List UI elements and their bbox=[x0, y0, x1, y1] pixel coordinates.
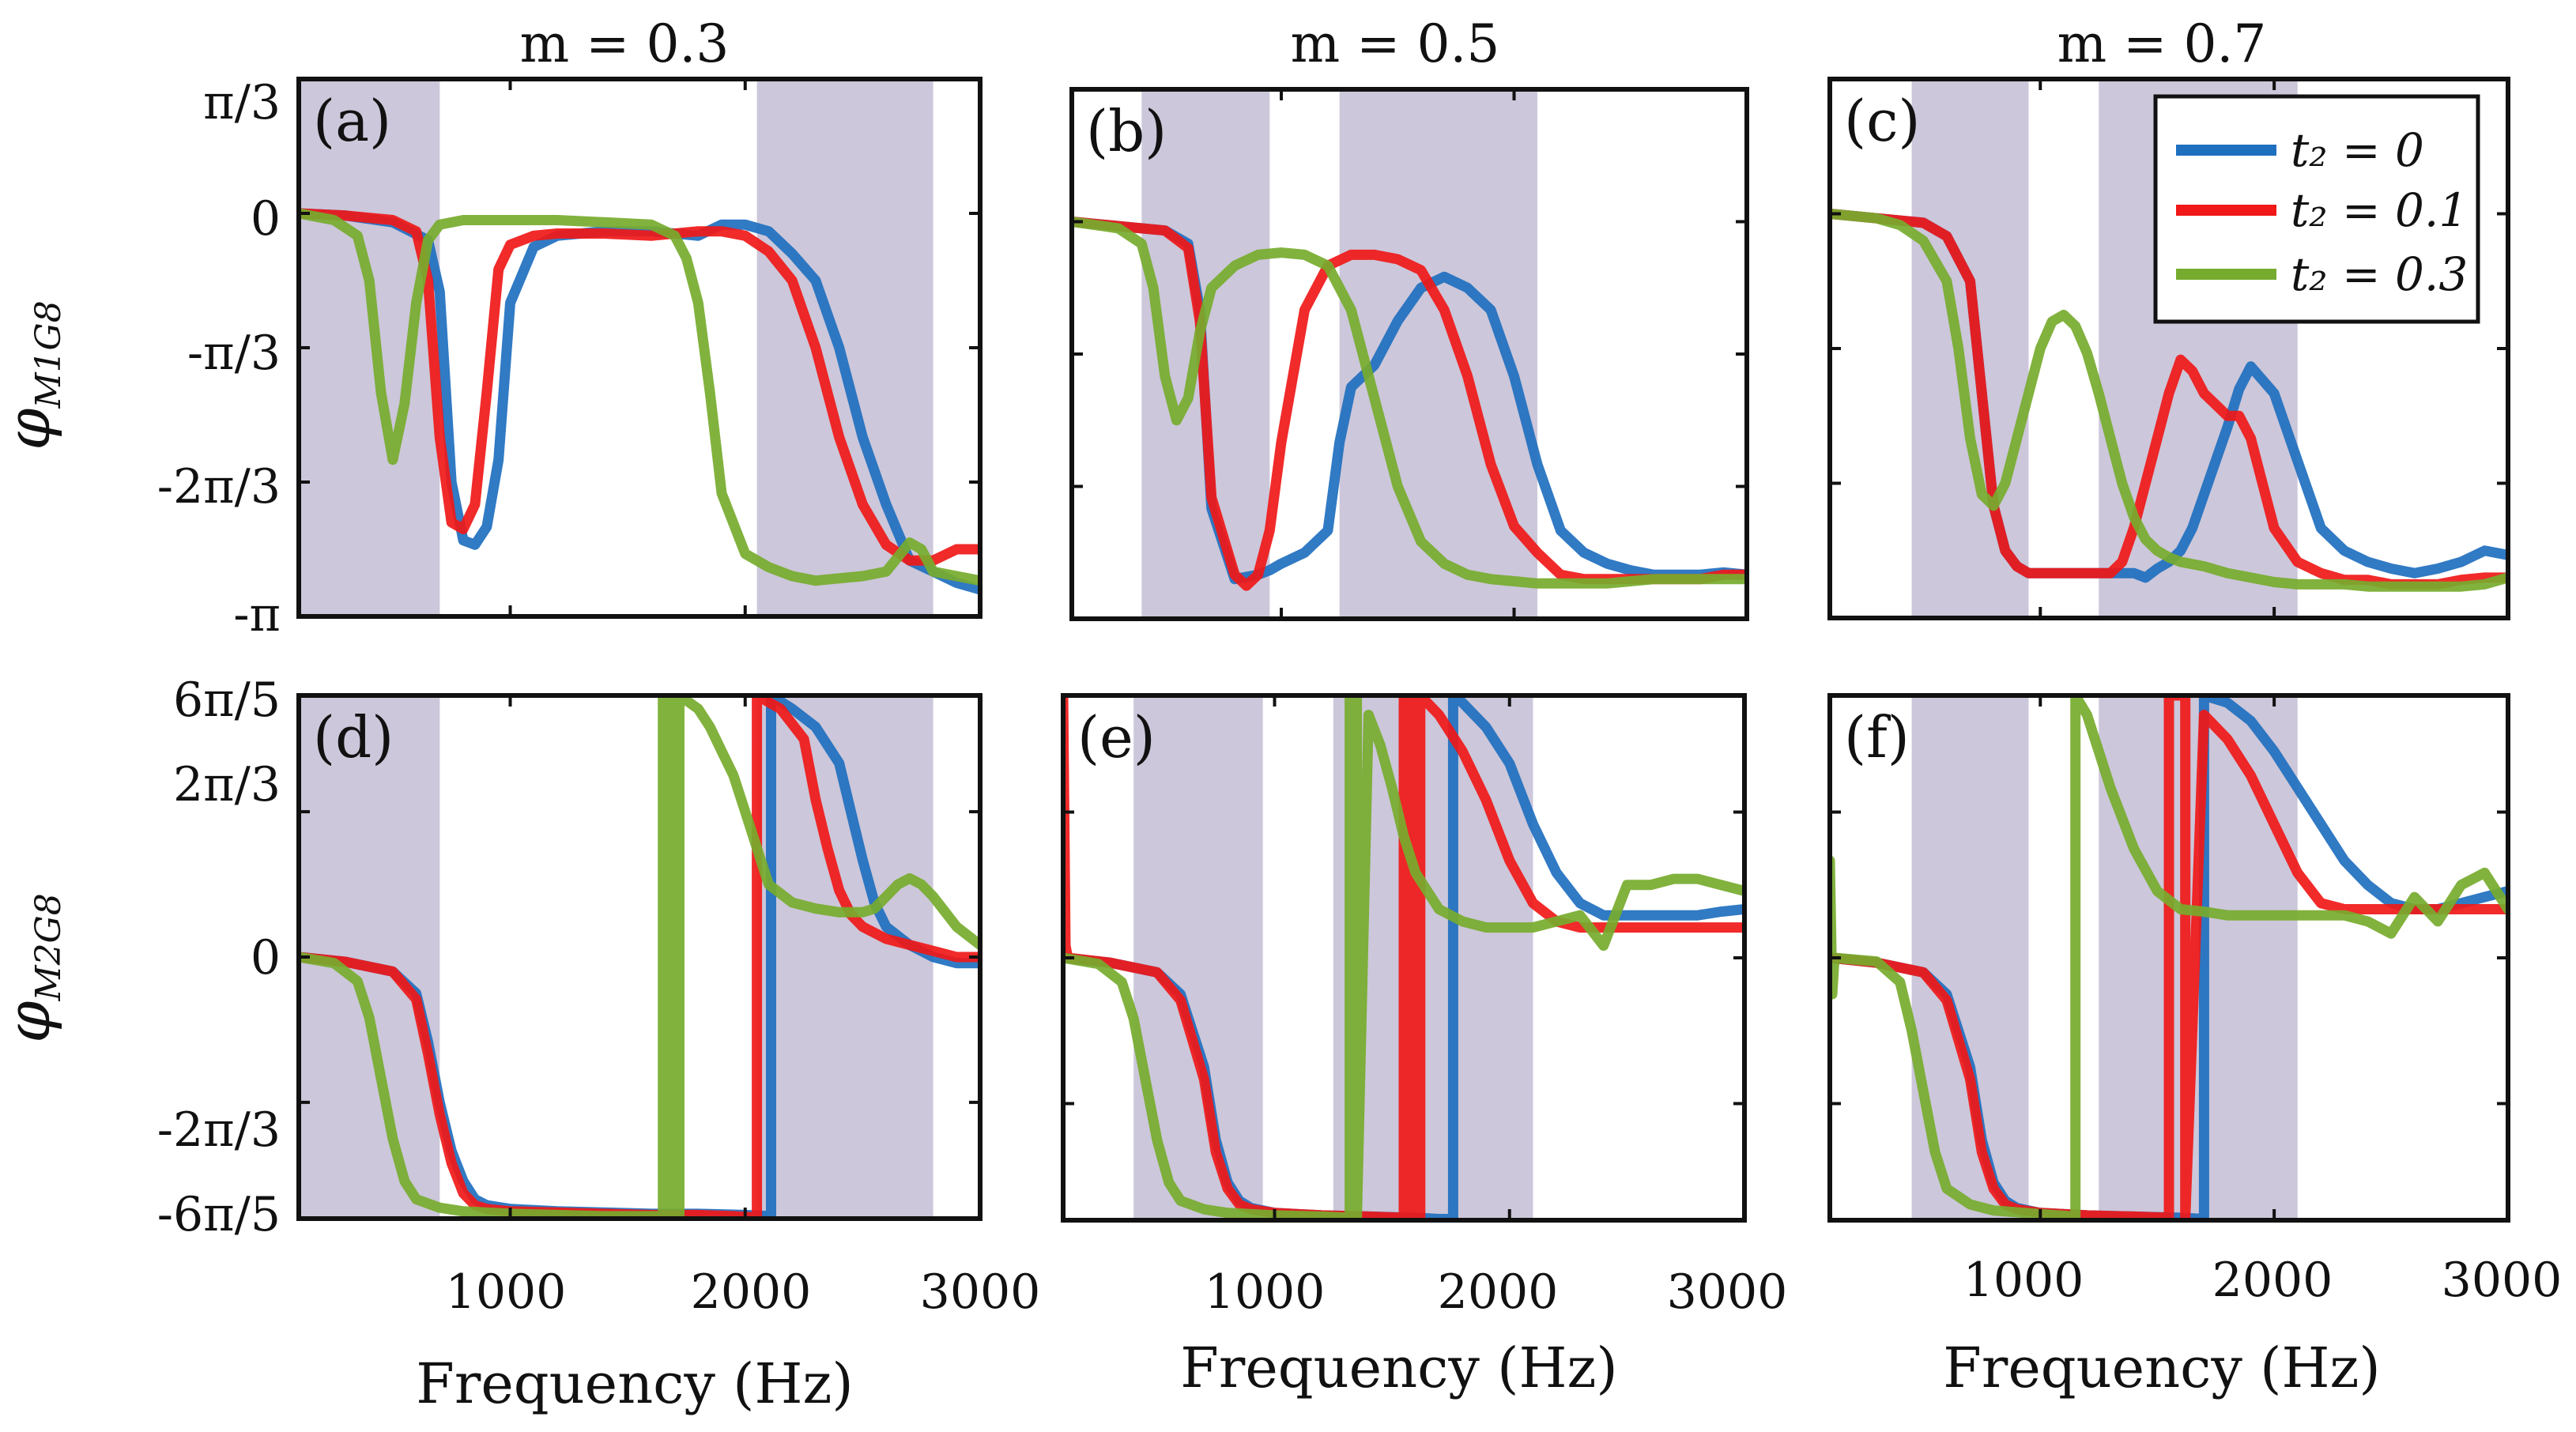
y-tick-label: π/3 bbox=[203, 75, 281, 130]
legend-label-t2-01: t₂ = 0.1 bbox=[2291, 183, 2468, 237]
panel-c: (c) bbox=[1827, 77, 2510, 620]
plot-frame bbox=[1827, 77, 2510, 620]
panel-label: (c) bbox=[1844, 88, 1921, 154]
y-tick-label: -π/3 bbox=[187, 326, 281, 381]
plot-frame bbox=[1061, 693, 1747, 1223]
x-tick-labels-col1: 1000 2000 3000 bbox=[446, 1264, 1041, 1320]
panel-b: (b) bbox=[1069, 87, 1749, 621]
y-axis-title-top-symbol: φ bbox=[0, 408, 63, 450]
series-line-t2-03 bbox=[1830, 695, 2508, 1220]
y-tick-label: -2π/3 bbox=[157, 1102, 281, 1158]
plot-frame bbox=[1827, 693, 2510, 1223]
plot-frame bbox=[296, 77, 983, 619]
x-axis-title-2: Frequency (Hz) bbox=[1180, 1336, 1617, 1400]
series-line-t2-01 bbox=[299, 208, 980, 566]
x-axis-title-3: Frequency (Hz) bbox=[1943, 1336, 2380, 1400]
panel-d: (d) bbox=[296, 693, 983, 1221]
y-tick-labels-top: π/3 0 -π/3 -2π/3 -π bbox=[157, 75, 281, 643]
legend: t₂ = 0 t₂ = 0.1 t₂ = 0.3 bbox=[2153, 94, 2480, 324]
y-tick-label: 0 bbox=[251, 930, 281, 985]
panel-label: (a) bbox=[313, 88, 391, 154]
shaded-band-1 bbox=[299, 79, 440, 616]
series-line-t2-03 bbox=[1830, 209, 2508, 592]
panel-f: (f) bbox=[1827, 693, 2510, 1223]
legend-label-t2-0: t₂ = 0 bbox=[2291, 123, 2424, 177]
column-title-2: m = 0.5 bbox=[1291, 13, 1500, 74]
y-tick-label: 6π/5 bbox=[173, 673, 281, 728]
y-axis-title-bottom: φM2G8 bbox=[0, 893, 69, 1042]
series-line-t2-01 bbox=[299, 695, 980, 1219]
series-line-t2-03 bbox=[1072, 217, 1747, 589]
series-group bbox=[1830, 209, 2508, 592]
series-line-t2-03 bbox=[1063, 695, 1744, 1220]
x-tick-label: 1000 bbox=[446, 1264, 567, 1320]
column-title-1: m = 0.3 bbox=[520, 13, 730, 74]
plot-frame bbox=[296, 693, 983, 1221]
y-tick-label: -π bbox=[233, 587, 281, 643]
panel-label: (d) bbox=[313, 704, 394, 771]
series-line-t2-03 bbox=[299, 208, 980, 586]
x-tick-labels-col2: 1000 2000 3000 bbox=[1205, 1264, 1788, 1320]
x-tick-label: 2000 bbox=[2212, 1253, 2333, 1308]
x-tick-label: 1000 bbox=[1963, 1253, 2084, 1308]
y-tick-label: 0 bbox=[251, 191, 281, 247]
x-tick-label: 1000 bbox=[1205, 1264, 1326, 1320]
y-axis-title-top: φM1G8 bbox=[0, 300, 69, 450]
panel-label: (b) bbox=[1086, 98, 1167, 164]
y-tick-label: -2π/3 bbox=[157, 459, 281, 514]
series-line-t2-03 bbox=[299, 695, 980, 1219]
series-group bbox=[1830, 695, 2508, 1220]
shaded-band-1 bbox=[1911, 79, 2029, 618]
x-tick-label: 2000 bbox=[1438, 1264, 1559, 1320]
series-line-t2-01 bbox=[1830, 209, 2508, 590]
shaded-band-2 bbox=[756, 79, 933, 616]
x-tick-label: 3000 bbox=[1667, 1264, 1788, 1320]
legend-label-t2-03: t₂ = 0.3 bbox=[2291, 247, 2468, 301]
y-tick-label: 2π/3 bbox=[173, 757, 281, 812]
series-line-t2-01 bbox=[1830, 695, 2508, 1220]
series-group bbox=[299, 208, 980, 595]
y-tick-label: -6π/5 bbox=[157, 1187, 281, 1242]
column-title-3: m = 0.7 bbox=[2057, 13, 2267, 74]
x-tick-labels-col3: 1000 2000 3000 bbox=[1963, 1253, 2563, 1308]
series-group bbox=[1072, 217, 1747, 591]
x-axis-title-1: Frequency (Hz) bbox=[416, 1351, 853, 1416]
x-tick-label: 3000 bbox=[920, 1264, 1041, 1320]
panel-label: (e) bbox=[1077, 704, 1156, 771]
series-group bbox=[299, 695, 980, 1219]
x-tick-label: 2000 bbox=[691, 1264, 812, 1320]
y-axis-title-top-subscript: M1G8 bbox=[28, 300, 69, 409]
y-tick-labels-bottom: 6π/5 2π/3 0 -2π/3 -6π/5 bbox=[157, 673, 281, 1242]
svg-text:φM1G8: φM1G8 bbox=[0, 300, 69, 450]
panel-e: (e) bbox=[1061, 693, 1747, 1223]
x-tick-label: 3000 bbox=[2442, 1253, 2563, 1308]
panel-label: (f) bbox=[1844, 704, 1910, 771]
panel-a: (a) bbox=[296, 77, 983, 619]
plot-frame bbox=[1069, 87, 1749, 621]
y-axis-title-bottom-subscript: M2G8 bbox=[28, 893, 69, 1001]
y-axis-title-bottom-symbol: φ bbox=[0, 1001, 63, 1042]
svg-text:φM2G8: φM2G8 bbox=[0, 893, 69, 1042]
